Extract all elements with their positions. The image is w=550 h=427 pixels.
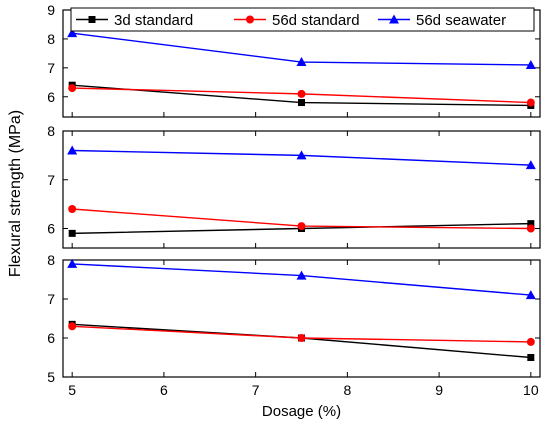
- x-tick-label: 10: [523, 382, 539, 398]
- x-tick-label: 6: [160, 382, 168, 398]
- data-point-circle: [526, 98, 535, 107]
- data-point-circle: [297, 89, 306, 98]
- data-point-triangle: [67, 258, 78, 268]
- legend-marker-circle: [246, 15, 254, 24]
- y-tick-label: 8: [47, 123, 55, 139]
- x-tick-label: 5: [68, 382, 76, 398]
- legend-label: 3d standard: [114, 12, 193, 29]
- data-point-circle: [297, 222, 306, 231]
- y-tick-label: 6: [47, 330, 55, 346]
- data-point-triangle: [525, 160, 536, 170]
- y-tick-label: 7: [47, 60, 55, 76]
- data-point-square: [298, 99, 305, 107]
- legend-box: [70, 7, 535, 32]
- y-axis-label: Flexural strength (MPa): [7, 110, 24, 277]
- data-point-triangle: [67, 145, 78, 155]
- data-point-triangle: [296, 57, 307, 67]
- data-point-square: [527, 220, 535, 228]
- data-point-circle: [68, 84, 77, 93]
- panel-2: 6 7 8: [47, 123, 541, 249]
- data-point-triangle: [296, 270, 307, 280]
- legend-item-1: 3d standard: [76, 12, 193, 29]
- y-tick-label: 5: [47, 369, 55, 385]
- data-point-triangle: [525, 59, 536, 69]
- y-tick-label: 8: [47, 252, 55, 268]
- data-point-circle: [68, 205, 77, 213]
- data-point-triangle: [296, 150, 307, 160]
- y-tick-label: 6: [47, 89, 55, 105]
- x-axis-label: Dosage (%): [262, 403, 341, 420]
- legend-item-2: 56d standard: [234, 12, 360, 29]
- data-point-circle: [526, 224, 535, 233]
- data-point-triangle: [525, 290, 536, 300]
- legend-item-3: 56d seawater: [378, 12, 506, 29]
- data-point-circle: [68, 322, 77, 331]
- data-point-square: [527, 354, 535, 361]
- y-tick-label: 7: [47, 291, 55, 307]
- legend: 3d standard 56d standard 56d seawater: [70, 7, 535, 32]
- y-tick-label: 8: [47, 31, 55, 47]
- x-tick-label: 7: [252, 382, 260, 398]
- legend-label: 56d standard: [272, 12, 360, 29]
- data-point-circle: [526, 337, 535, 346]
- y-tick-label: 6: [47, 221, 55, 237]
- legend-label: 56d seawater: [416, 12, 506, 29]
- panel-frame: [62, 130, 541, 249]
- data-point-triangle: [67, 28, 78, 38]
- y-tick-label: 9: [47, 2, 55, 18]
- x-tick-label: 8: [343, 382, 351, 398]
- x-tick-label: 9: [435, 382, 443, 398]
- panel-frame: [62, 259, 541, 378]
- y-tick-label: 7: [47, 172, 55, 188]
- legend-marker-square: [88, 16, 96, 23]
- legend-marker-triangle: [389, 14, 399, 24]
- panel-3: 5 6 7 8: [47, 252, 541, 385]
- data-point-circle: [297, 334, 306, 342]
- data-point-square: [68, 229, 76, 237]
